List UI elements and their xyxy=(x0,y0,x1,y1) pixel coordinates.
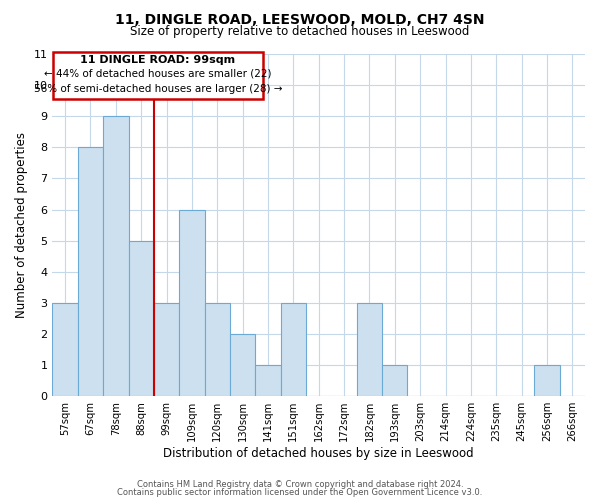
Bar xyxy=(256,365,281,396)
Bar xyxy=(78,148,103,396)
Bar xyxy=(230,334,256,396)
FancyBboxPatch shape xyxy=(53,52,263,99)
Bar xyxy=(179,210,205,396)
Bar xyxy=(52,303,78,396)
Bar xyxy=(357,303,382,396)
Y-axis label: Number of detached properties: Number of detached properties xyxy=(15,132,28,318)
Bar xyxy=(281,303,306,396)
Bar xyxy=(534,365,560,396)
X-axis label: Distribution of detached houses by size in Leeswood: Distribution of detached houses by size … xyxy=(163,447,474,460)
Text: ← 44% of detached houses are smaller (22): ← 44% of detached houses are smaller (22… xyxy=(44,68,272,78)
Bar xyxy=(154,303,179,396)
Text: 11 DINGLE ROAD: 99sqm: 11 DINGLE ROAD: 99sqm xyxy=(80,54,235,64)
Text: 11, DINGLE ROAD, LEESWOOD, MOLD, CH7 4SN: 11, DINGLE ROAD, LEESWOOD, MOLD, CH7 4SN xyxy=(115,12,485,26)
Text: Contains HM Land Registry data © Crown copyright and database right 2024.: Contains HM Land Registry data © Crown c… xyxy=(137,480,463,489)
Text: 56% of semi-detached houses are larger (28) →: 56% of semi-detached houses are larger (… xyxy=(34,84,282,94)
Bar xyxy=(205,303,230,396)
Bar xyxy=(128,240,154,396)
Bar xyxy=(103,116,128,396)
Bar xyxy=(382,365,407,396)
Text: Contains public sector information licensed under the Open Government Licence v3: Contains public sector information licen… xyxy=(118,488,482,497)
Text: Size of property relative to detached houses in Leeswood: Size of property relative to detached ho… xyxy=(130,25,470,38)
